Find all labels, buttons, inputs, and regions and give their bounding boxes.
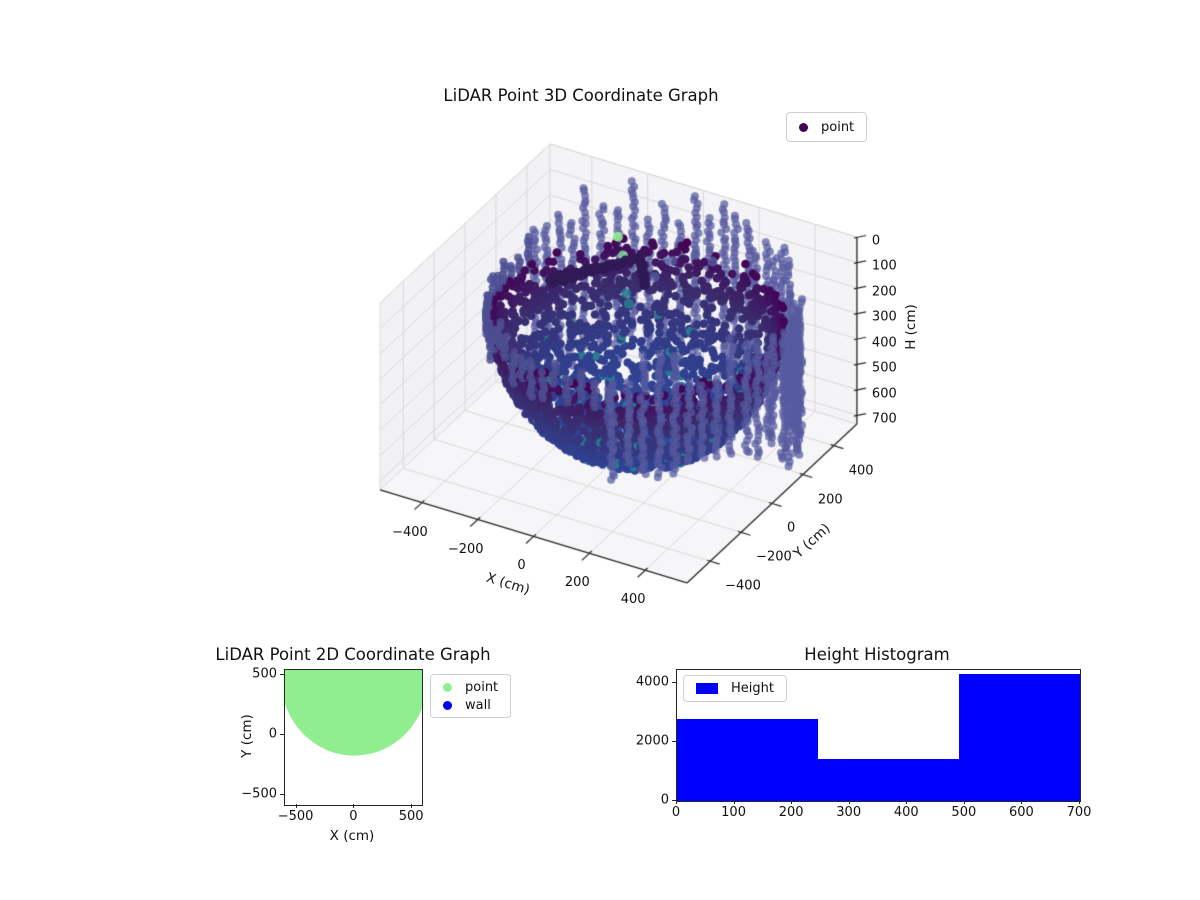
legend-label: point (465, 679, 499, 695)
x-tick-mark (1079, 800, 1080, 804)
y-tick-mark (672, 740, 676, 742)
z-tick-label: 600 (871, 386, 897, 402)
x-tick-mark (848, 800, 850, 804)
z-tick-label: 700 (871, 411, 897, 427)
hist-bar (818, 759, 960, 801)
z-tick-label: 0 (871, 233, 881, 249)
plot2d-axes (284, 669, 423, 806)
plot2d-legend: point wall (430, 674, 512, 718)
z-tick-label: 500 (871, 360, 897, 376)
legend-label: Height (731, 681, 774, 696)
x-tick-label: −500 (277, 809, 314, 824)
y-tick-mark (280, 734, 284, 736)
point-marker-icon (443, 682, 452, 692)
x-tick-label: 400 (620, 592, 646, 608)
x-tick-label: 200 (564, 575, 590, 591)
plot2d-title: LiDAR Point 2D Coordinate Graph (215, 645, 491, 664)
hist-bar (677, 718, 819, 801)
y-tick-mark (672, 681, 676, 683)
x-tick-label: 200 (778, 805, 804, 820)
x-tick-mark (295, 804, 297, 808)
hist-title: Height Histogram (804, 645, 950, 664)
y-tick-label: −200 (756, 549, 792, 565)
plot2d-point-region (285, 670, 422, 756)
z-tick-label: 400 (871, 335, 897, 351)
plot3d-canvas (0, 0, 1200, 660)
x-tick-mark (1021, 800, 1023, 804)
y-tick-mark (672, 800, 676, 801)
y-tick-mark (280, 673, 284, 675)
legend-label: point (821, 119, 855, 135)
plot3d-zlabel: H (cm) (903, 304, 919, 350)
y-tick-label: 500 (252, 666, 277, 682)
y-tick-label: 200 (817, 492, 843, 508)
x-tick-mark (353, 804, 355, 808)
x-tick-label: 0 (517, 558, 526, 574)
x-tick-mark (411, 804, 413, 808)
z-tick-label: 200 (871, 284, 897, 300)
legend-item-point: point (443, 680, 498, 695)
y-tick-label: 0 (268, 726, 277, 742)
x-tick-mark (791, 800, 793, 804)
height-swatch-icon (696, 683, 718, 694)
x-tick-mark (963, 800, 965, 804)
plot2d-xlabel: X (cm) (329, 828, 375, 844)
x-tick-label: 100 (721, 805, 746, 820)
legend-label: wall (465, 697, 491, 713)
y-tick-label: 4000 (635, 674, 669, 690)
x-tick-label: 600 (1009, 805, 1034, 820)
plot3d-title: LiDAR Point 3D Coordinate Graph (443, 86, 719, 105)
y-tick-mark (280, 794, 284, 796)
z-tick-label: 300 (871, 309, 897, 325)
y-tick-label: 2000 (635, 733, 669, 749)
x-tick-label: 300 (836, 805, 862, 820)
y-tick-label: −500 (241, 786, 277, 802)
legend-item-height: Height (696, 681, 774, 696)
wall-marker-icon (443, 700, 452, 710)
x-tick-mark (733, 800, 735, 804)
y-tick-label: −400 (725, 578, 761, 594)
x-tick-label: −200 (447, 541, 484, 557)
y-tick-label: 400 (848, 463, 874, 479)
plot3d-legend: point (786, 112, 868, 142)
x-tick-label: 0 (349, 809, 358, 824)
y-tick-label: 0 (660, 792, 669, 808)
x-tick-mark (906, 800, 908, 804)
hist-legend: Height (683, 675, 787, 702)
x-tick-mark (676, 800, 677, 804)
z-tick-label: 100 (871, 258, 897, 274)
x-tick-label: −400 (392, 524, 428, 540)
x-tick-label: 700 (1066, 805, 1092, 820)
hist-bar (959, 674, 1080, 801)
x-tick-label: 400 (893, 805, 919, 820)
x-tick-label: 0 (671, 805, 681, 820)
x-tick-label: 500 (951, 805, 977, 820)
point-marker-icon (799, 122, 808, 132)
x-tick-label: 500 (398, 809, 424, 824)
plot2d-ylabel: Y (cm) (239, 714, 255, 758)
y-tick-label: 0 (786, 520, 796, 536)
legend-item-point: point (799, 120, 854, 135)
legend-item-wall: wall (443, 698, 498, 713)
